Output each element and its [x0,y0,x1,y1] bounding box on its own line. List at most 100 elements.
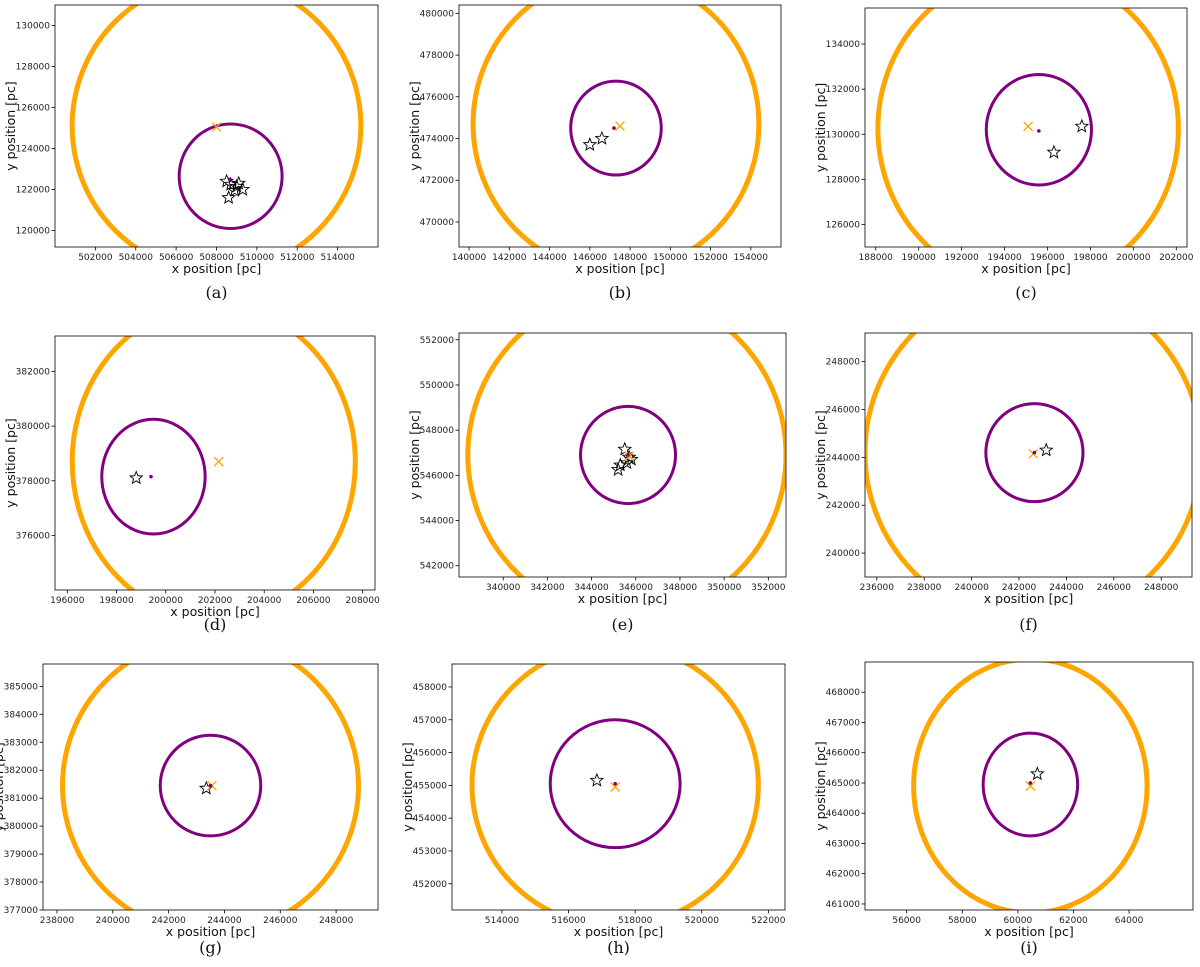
y-axis-label: y position [pc] [407,410,422,499]
x-tick-label: 238000 [907,583,942,593]
y-tick-label: 478000 [420,51,455,61]
panel-h: 514000 516000 518000 520000 522000 452000 4530… [400,663,786,957]
x-tick-label: 506000 [159,253,194,263]
y-tick-label: 466000 [826,749,861,759]
y-tick-label: 248000 [826,358,861,368]
y-tick-label: 128000 [826,175,861,185]
x-axis-label: x position [pc] [984,591,1073,606]
y-tick-label: 122000 [16,186,51,196]
x-tick-label: 240000 [96,916,131,926]
x-tick-label: 242000 [1002,583,1037,593]
star-marker [612,457,628,472]
panel-c: 188000 190000 192000 194000 196000 198000 2000… [813,7,1194,302]
axes-frame [42,663,379,911]
y-tick-label: 376000 [16,531,51,541]
star-marker [619,455,635,470]
y-tick-label: 382000 [16,368,51,378]
plot-area [470,5,762,247]
x-tick-label: 242000 [151,916,186,926]
x-tick-label: 516000 [551,916,586,926]
x-tick-label: 340000 [486,583,521,593]
y-tick-label: 452000 [413,880,448,890]
cross-marker [213,456,224,467]
star-marker [589,772,605,787]
y-tick-label: 380000 [16,422,51,432]
y-tick-label: 130000 [826,130,861,140]
x-tick-label: 140000 [452,253,487,263]
plot-area [875,8,1181,247]
center-dot [1037,129,1041,133]
star-marker [621,449,637,464]
y-tick-label: 464000 [826,809,861,819]
y-tick-label: 455000 [413,781,448,791]
center-dot [612,126,616,130]
y-tick-label: 383000 [4,738,39,748]
x-tick-label: 344000 [574,583,609,593]
center-dot [1028,781,1033,785]
x-tick-label: 148000 [613,253,648,263]
satellite-circle [569,79,663,177]
x-tick-label: 194000 [987,253,1022,263]
x-tick-label: 154000 [734,253,769,263]
y-axis-label: y position [pc] [813,410,828,499]
y-tick-label: 552000 [420,336,455,346]
x-tick-label: 188000 [859,253,894,263]
y-tick-label: 453000 [413,847,448,857]
y-tick-label: 480000 [420,9,455,19]
x-axis-label: x position [pc] [170,604,259,619]
axes-frame [451,663,786,911]
panel-caption: (h) [607,938,630,957]
x-tick-label: 346000 [619,583,654,593]
panel-caption: (c) [1015,283,1036,302]
halo-circle [911,662,1150,910]
cross-marker [211,122,222,132]
halo-circle [69,5,364,247]
cross-marker [615,121,625,131]
panel-b: 140000 142000 144000 146000 148000 150000 1520… [407,4,782,302]
x-tick-label: 342000 [530,583,565,593]
satellite-circle [981,731,1080,838]
x-axis-label: x position [pc] [574,924,663,939]
center-dot [208,783,213,788]
satellite-circle [177,122,284,231]
y-axis-label: y position [pc] [813,741,828,830]
satellite-circle [579,404,678,506]
y-tick-label: 128000 [16,63,51,73]
y-tick-label: 379000 [4,850,39,860]
y-tick-label: 456000 [413,749,448,759]
y-tick-label: 474000 [420,135,455,145]
panel-caption: (f) [1019,615,1037,634]
axes-frame [864,332,1193,578]
y-tick-label: 468000 [826,688,861,698]
cross-marker [1025,781,1036,791]
panel-e: 340000 342000 344000 346000 348000 350000 3520… [407,332,787,634]
y-tick-label: 130000 [16,22,51,32]
satellite-circle [984,73,1093,187]
x-tick-label: 200000 [1116,253,1151,263]
x-tick-label: 64000 [1115,916,1144,926]
panel-d: 196000 198000 200000 202000 204000 206000 2080… [3,335,380,634]
x-tick-label: 246000 [263,916,298,926]
x-tick-label: 502000 [78,253,113,263]
star-marker [623,451,639,466]
y-tick-label: 132000 [826,85,861,95]
y-tick-label: 242000 [826,501,861,511]
satellite-circle [984,402,1085,504]
panel-caption: (e) [612,615,634,634]
star-marker [582,137,598,152]
panel-caption: (b) [609,283,632,302]
panel-a: 502000 504000 506000 508000 510000 512000 5140… [3,4,379,302]
plot-area [69,5,364,247]
star-marker [617,441,633,456]
x-axis-label: x position [pc] [575,261,664,276]
y-tick-label: 240000 [826,549,861,559]
x-tick-label: 152000 [693,253,728,263]
center-dot [626,453,630,457]
y-tick-label: 546000 [420,471,455,481]
star-marker [610,461,626,476]
x-tick-label: 142000 [492,253,527,263]
x-tick-label: 200000 [149,596,184,606]
y-tick-label: 246000 [826,406,861,416]
y-tick-label: 454000 [413,814,448,824]
y-tick-label: 544000 [420,517,455,527]
